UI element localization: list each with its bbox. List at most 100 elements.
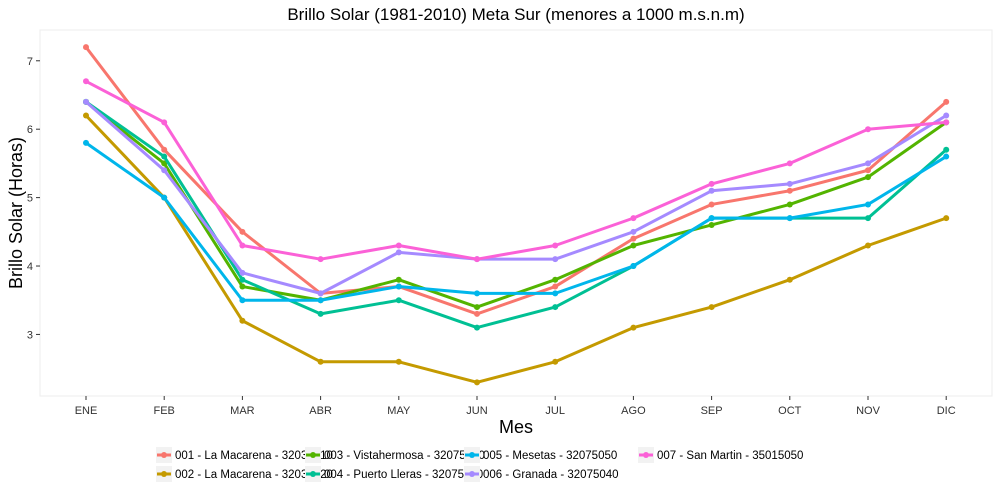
legend-label: 006 - Granada - 32075040 bbox=[483, 469, 619, 481]
legend-item: 003 - Vistahermosa - 32075030 bbox=[305, 447, 485, 463]
data-point bbox=[943, 98, 950, 105]
legend-key-point bbox=[469, 471, 475, 477]
y-axis-title: Brillo Solar (Horas) bbox=[6, 137, 26, 289]
data-point bbox=[943, 146, 950, 153]
legend-key-point bbox=[161, 452, 167, 458]
x-tick-label: DIC bbox=[937, 405, 956, 417]
y-tick-label: 5 bbox=[27, 193, 33, 205]
x-tick-label: SEP bbox=[701, 405, 723, 417]
data-point bbox=[865, 167, 871, 174]
data-point bbox=[395, 242, 402, 249]
data-point bbox=[239, 297, 246, 304]
data-point bbox=[83, 112, 89, 119]
legend-item: 001 - La Macarena - 32035010 bbox=[156, 447, 333, 463]
x-tick-label: MAY bbox=[387, 405, 411, 417]
series-line bbox=[84, 114, 948, 384]
data-point bbox=[630, 263, 637, 270]
data-point bbox=[474, 290, 480, 297]
x-tick-label: AGO bbox=[621, 405, 646, 417]
data-point bbox=[161, 119, 168, 126]
data-point bbox=[943, 119, 950, 126]
legend-key-point bbox=[643, 452, 649, 458]
data-point bbox=[552, 290, 559, 297]
data-point bbox=[630, 215, 637, 222]
data-point bbox=[708, 187, 715, 194]
data-point bbox=[552, 256, 559, 263]
x-tick-label: JUN bbox=[466, 405, 487, 417]
series-layer bbox=[83, 44, 950, 386]
chart-title: Brillo Solar (1981-2010) Meta Sur (menor… bbox=[287, 5, 744, 24]
data-point bbox=[474, 324, 480, 331]
legend-key-point bbox=[161, 471, 167, 477]
data-point bbox=[630, 324, 637, 331]
legend-label: 001 - La Macarena - 32035010 bbox=[175, 450, 333, 462]
data-point bbox=[161, 194, 168, 201]
data-point bbox=[865, 242, 871, 249]
data-point bbox=[395, 249, 402, 256]
data-point bbox=[865, 160, 871, 167]
data-point bbox=[708, 304, 715, 311]
series-line bbox=[84, 100, 948, 295]
data-point bbox=[708, 215, 715, 222]
data-point bbox=[395, 297, 402, 304]
series-line bbox=[84, 79, 948, 261]
series-line bbox=[84, 100, 948, 330]
x-tick-label: NOV bbox=[856, 405, 881, 417]
data-point bbox=[83, 78, 89, 85]
legend-item: 006 - Granada - 32075040 bbox=[464, 466, 619, 482]
x-tick-label: FEB bbox=[153, 405, 174, 417]
data-point bbox=[83, 44, 89, 51]
x-tick-label: ABR bbox=[309, 405, 332, 417]
legend-key-point bbox=[310, 471, 316, 477]
y-tick-label: 6 bbox=[27, 124, 33, 136]
legend-key-point bbox=[310, 452, 316, 458]
x-tick-label: ENE bbox=[75, 405, 98, 417]
data-point bbox=[552, 276, 559, 283]
data-point bbox=[239, 276, 246, 283]
legend-label: 004 - Puerto Lleras - 32075080 bbox=[324, 469, 483, 481]
data-point bbox=[552, 304, 559, 311]
data-point bbox=[708, 221, 715, 228]
data-point bbox=[239, 317, 246, 324]
data-point bbox=[474, 310, 480, 317]
legend-item: 002 - La Macarena - 32035020 bbox=[156, 466, 333, 482]
data-point bbox=[161, 160, 168, 167]
series-7 bbox=[83, 78, 950, 263]
data-point bbox=[943, 112, 950, 119]
data-point bbox=[552, 242, 559, 249]
data-point bbox=[865, 201, 871, 208]
data-point bbox=[630, 242, 637, 249]
data-point bbox=[239, 269, 246, 276]
data-point bbox=[83, 139, 89, 146]
data-point bbox=[865, 126, 871, 133]
data-point bbox=[317, 310, 324, 317]
y-tick-label: 4 bbox=[27, 261, 33, 273]
y-tick-label: 3 bbox=[27, 329, 33, 341]
series-5 bbox=[83, 139, 950, 304]
data-point bbox=[708, 180, 715, 187]
x-tick-label: MAR bbox=[230, 405, 255, 417]
data-point bbox=[83, 98, 89, 105]
data-point bbox=[630, 235, 637, 242]
data-point bbox=[786, 187, 793, 194]
data-point bbox=[708, 201, 715, 208]
data-point bbox=[239, 242, 246, 249]
data-point bbox=[474, 304, 480, 311]
data-point bbox=[786, 215, 793, 222]
legend: 001 - La Macarena - 32035010 002 - La Mac… bbox=[156, 447, 803, 482]
data-point bbox=[317, 290, 324, 297]
data-point bbox=[630, 228, 637, 235]
series-line bbox=[84, 141, 948, 302]
x-tick-label: OCT bbox=[778, 405, 802, 417]
x-axis-title: Mes bbox=[499, 417, 533, 437]
x-axis: ENE FEB MAR ABR MAY JUN JUL AGO SEP OCT NOV DIC bbox=[75, 396, 956, 417]
data-point bbox=[161, 153, 168, 160]
data-point bbox=[317, 358, 324, 365]
data-point bbox=[552, 283, 559, 290]
data-point bbox=[317, 256, 324, 263]
legend-label: 002 - La Macarena - 32035020 bbox=[175, 469, 333, 481]
data-point bbox=[395, 358, 402, 365]
data-point bbox=[786, 180, 793, 187]
data-point bbox=[786, 160, 793, 167]
x-tick-label: JUL bbox=[545, 405, 565, 417]
